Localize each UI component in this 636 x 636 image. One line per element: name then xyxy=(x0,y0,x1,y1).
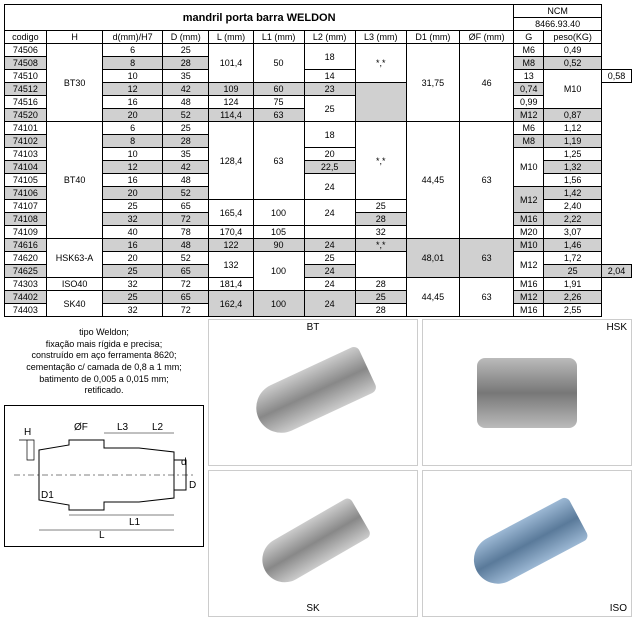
description-block: tipo Weldon;fixação mais rígida e precis… xyxy=(4,319,204,405)
table-title: mandril porta barra WELDON xyxy=(5,5,514,31)
svg-text:D1: D1 xyxy=(41,490,54,501)
column-header: H xyxy=(46,31,102,44)
column-header: codigo xyxy=(5,31,47,44)
column-header: D1 (mm) xyxy=(406,31,459,44)
svg-text:D: D xyxy=(189,480,196,491)
table-row: 74506BT30625101,45018*,*31,7546M60,49 xyxy=(5,44,632,57)
svg-text:H: H xyxy=(24,427,31,438)
column-header: G xyxy=(514,31,544,44)
column-header: L2 (mm) xyxy=(304,31,355,44)
column-header: d(mm)/H7 xyxy=(103,31,163,44)
table-row: 74101BT40625128,46318*,*44,4563M61,12 xyxy=(5,122,632,135)
table-row: 74402SK402565162,41002425M122,26 xyxy=(5,291,632,304)
column-header: L3 (mm) xyxy=(355,31,406,44)
svg-text:L2: L2 xyxy=(152,422,164,433)
column-header: L1 (mm) xyxy=(253,31,304,44)
technical-diagram: H ØF L3 L2 d D D1 L1 L xyxy=(4,405,204,547)
svg-text:ØF: ØF xyxy=(74,422,88,433)
svg-text:L1: L1 xyxy=(129,517,141,528)
product-photo-hsk: HSK xyxy=(422,319,632,466)
ncm-label: NCM xyxy=(514,5,602,18)
svg-text:L: L xyxy=(99,530,105,540)
column-header: peso(KG) xyxy=(544,31,602,44)
spec-table: mandril porta barra WELDON NCM 8466.93.4… xyxy=(4,4,632,317)
table-row: 74303ISO403272181,4242844,4563M161,91 xyxy=(5,278,632,291)
ncm-value: 8466.93.40 xyxy=(514,18,602,31)
product-photo-bt: BT xyxy=(208,319,418,466)
svg-text:L3: L3 xyxy=(117,422,129,433)
svg-text:d: d xyxy=(181,457,187,468)
product-photo-iso: ISO xyxy=(422,470,632,617)
table-row: 74616HSK63-A16481229024*,*48,0163M101,46 xyxy=(5,239,632,252)
column-header: D (mm) xyxy=(163,31,209,44)
column-header: L (mm) xyxy=(209,31,253,44)
column-header: ØF (mm) xyxy=(459,31,513,44)
header-row: codigoHd(mm)/H7D (mm)L (mm)L1 (mm)L2 (mm… xyxy=(5,31,632,44)
product-photo-sk: SK xyxy=(208,470,418,617)
